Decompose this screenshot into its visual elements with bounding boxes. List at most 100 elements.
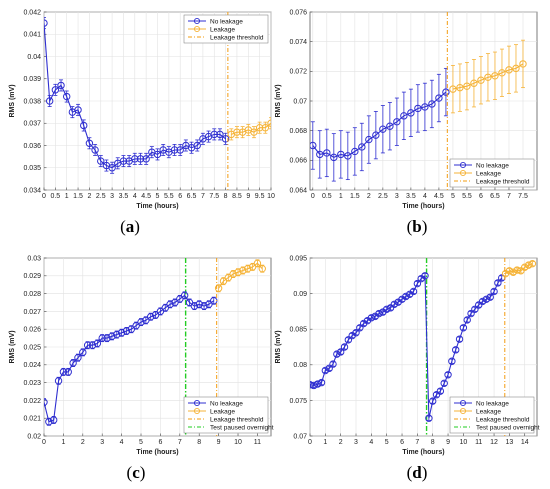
legend-marker (459, 399, 467, 407)
x-tick-label: 3.5 (119, 193, 129, 200)
data-point (330, 153, 338, 162)
y-tick-label: 0.07 (293, 98, 307, 105)
data-point (352, 329, 360, 337)
x-tick-label: 7 (507, 193, 511, 200)
y-tick-label: 0.042 (23, 9, 41, 16)
panel-label: (a) (120, 217, 140, 236)
x-tick-label: 9.5 (255, 193, 265, 200)
x-tick-label: 2 (339, 439, 343, 446)
x-tick-label: 8 (224, 193, 228, 200)
data-point (108, 164, 116, 172)
data-point (216, 130, 224, 139)
x-tick-label: 9 (217, 439, 221, 446)
data-point (170, 146, 179, 154)
data-point (62, 92, 71, 101)
y-tick-label: 0.037 (23, 121, 41, 128)
data-point (413, 279, 422, 288)
data-point (425, 414, 433, 422)
x-tick-label: 14 (521, 439, 529, 446)
legend-marker (193, 399, 201, 407)
y-tick-label: 0.041 (23, 32, 41, 39)
legend-marker (459, 407, 467, 415)
data-point (267, 119, 271, 127)
data-point (136, 155, 145, 163)
y-tick-label: 0.066 (289, 158, 307, 165)
series-leak (227, 117, 271, 141)
x-tick-label: 4 (133, 193, 137, 200)
data-point (210, 130, 218, 139)
data-point (51, 86, 60, 94)
chart-panel-b: 0 0.5 1 1.5 2 2.5 3 3.5 4 4.5 5 5.5 6 6.5 7 7.5 0.064 0.0… (275, 9, 538, 236)
data-point (407, 109, 415, 117)
data-point (490, 287, 498, 296)
data-point (393, 118, 401, 126)
data-point (375, 309, 383, 318)
x-tick-label: 3 (354, 439, 358, 446)
data-point (142, 155, 150, 163)
data-point (467, 309, 475, 318)
y-axis-label: RMS (mV) (275, 84, 282, 117)
data-point (365, 135, 373, 144)
data-point (97, 157, 105, 165)
x-tick-label: 11 (254, 439, 261, 446)
data-point (258, 264, 266, 273)
y-tick-label: 0.036 (23, 143, 41, 150)
x-tick-label: 3 (110, 193, 114, 200)
y-tick-label: 0.026 (23, 327, 41, 334)
data-point (528, 259, 537, 268)
data-point (494, 279, 502, 287)
data-point (229, 270, 237, 278)
legend-entry: No leakage (210, 18, 243, 25)
data-point (477, 76, 485, 84)
data-point (317, 378, 326, 387)
legend-entry: No leakage (476, 400, 509, 407)
x-tick-label: 4.5 (434, 193, 444, 200)
data-point (471, 305, 479, 313)
legend-entry: Test paused overnight (210, 424, 274, 431)
x-tick-label: 2.5 (96, 193, 106, 200)
legend-entry: Leakage (210, 408, 235, 415)
data-point (166, 300, 174, 308)
legend-entry: Leakage (476, 408, 501, 415)
data-point (400, 112, 408, 120)
data-point (153, 150, 162, 159)
x-axis-label: Time (hours) (136, 449, 178, 456)
data-point (429, 397, 437, 405)
data-point (444, 371, 452, 379)
data-point (325, 364, 333, 373)
y-tick-label: 0.076 (289, 9, 307, 16)
series-leak (214, 259, 266, 293)
data-point (491, 72, 499, 80)
data-point (250, 128, 258, 136)
x-tick-label: 1 (65, 193, 69, 200)
data-point (436, 387, 445, 395)
data-point (253, 259, 262, 268)
chart-panel-c: 0 1 2 3 4 5 6 7 8 9 10 11 0.02 0.021 0.022 0.023 0.024 0.… (9, 255, 274, 482)
data-point (486, 293, 494, 301)
data-point (64, 368, 72, 376)
x-tick-label: 1.5 (73, 193, 83, 200)
data-point (214, 284, 223, 292)
data-point (351, 147, 359, 156)
legend-marker (459, 169, 467, 177)
x-tick-label: 8.5 (232, 193, 242, 200)
data-point (44, 19, 48, 27)
data-point (310, 381, 318, 390)
x-tick-label: 3 (100, 439, 104, 446)
data-point (261, 124, 270, 132)
data-point (513, 266, 521, 274)
legend-box (183, 14, 269, 44)
data-layer (310, 12, 527, 190)
legend-entry: No leakage (210, 400, 243, 407)
data-point (524, 261, 533, 269)
x-tick-label: 7 (178, 439, 182, 446)
y-tick-label: 0.072 (289, 69, 307, 76)
data-point (344, 336, 353, 344)
data-point (505, 66, 513, 74)
data-point (176, 146, 184, 154)
data-point (463, 82, 471, 90)
data-layer (44, 12, 271, 190)
data-point (356, 324, 364, 332)
